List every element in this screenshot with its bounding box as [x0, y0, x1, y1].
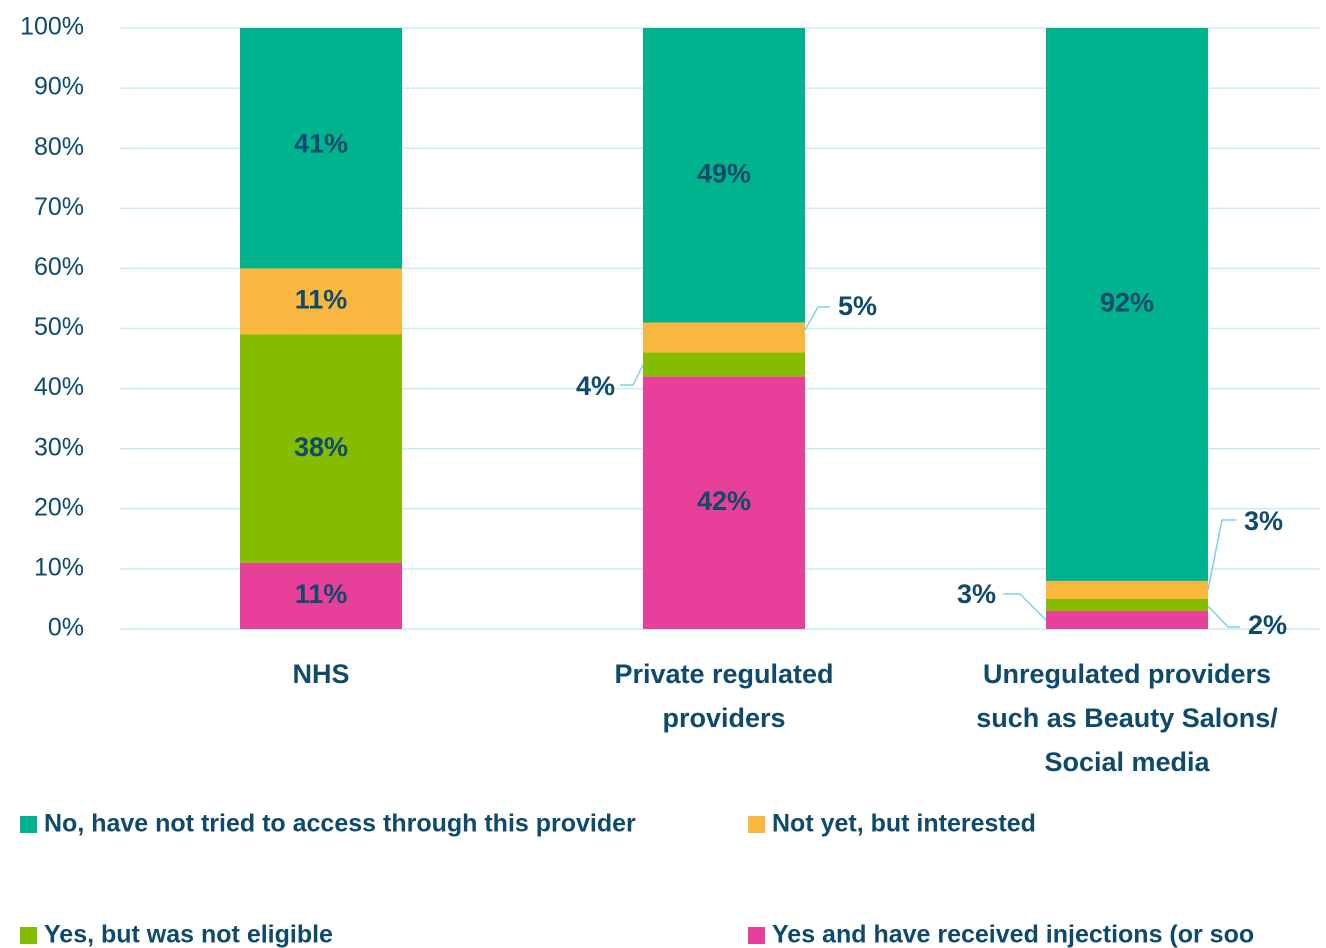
- data-label: 41%: [294, 128, 348, 158]
- data-label: 4%: [576, 371, 615, 401]
- legend-swatch: [20, 816, 37, 833]
- data-label: 3%: [957, 579, 996, 609]
- bar-segment: [643, 322, 805, 353]
- legend-swatch: [20, 927, 37, 944]
- y-tick-label: 20%: [34, 493, 84, 521]
- leader-line: [620, 364, 644, 386]
- bar-segment: [1046, 610, 1208, 629]
- data-label: 11%: [295, 579, 348, 609]
- legend-swatch: [748, 927, 765, 944]
- legend-label: Not yet, but interested: [772, 810, 1036, 838]
- y-tick-label: 10%: [34, 554, 84, 582]
- data-label: 3%: [1244, 506, 1283, 536]
- leader-line: [1207, 519, 1236, 591]
- y-tick-label: 100%: [20, 13, 84, 41]
- x-tick-label: Private regulated: [614, 659, 833, 689]
- bars: [240, 28, 1208, 629]
- data-label: 42%: [697, 486, 751, 516]
- data-label: 38%: [294, 432, 348, 462]
- data-label: 5%: [838, 291, 877, 321]
- bar-segment: [240, 334, 402, 563]
- bar-segment: [240, 562, 402, 629]
- leader-line: [804, 306, 830, 331]
- legend-label: No, have not tried to access through thi…: [44, 810, 636, 838]
- data-label: 2%: [1248, 610, 1287, 640]
- leader-line: [1207, 605, 1240, 628]
- x-tick-label: Social media: [1044, 747, 1210, 777]
- bar-segment: [1046, 580, 1208, 599]
- y-tick-label: 80%: [34, 133, 84, 161]
- legend-label: Yes and have received injections (or soo: [772, 921, 1254, 948]
- y-tick-label: 90%: [34, 73, 84, 101]
- y-tick-label: 30%: [34, 433, 84, 461]
- y-tick-label: 50%: [34, 313, 84, 341]
- bar-segment: [643, 28, 805, 323]
- y-tick-label: 0%: [48, 614, 84, 642]
- bar-segment: [1046, 598, 1208, 611]
- bar-segment: [643, 352, 805, 377]
- legend-label: Yes, but was not eligible: [44, 921, 333, 948]
- x-tick-label: providers: [662, 703, 785, 733]
- data-label: 92%: [1100, 288, 1154, 318]
- y-tick-label: 60%: [34, 253, 84, 281]
- data-label: 49%: [697, 158, 751, 188]
- x-tick-label: Unregulated providers: [983, 659, 1271, 689]
- leader-line: [1003, 593, 1047, 621]
- y-tick-label: 70%: [34, 193, 84, 221]
- x-tick-label: such as Beauty Salons/: [976, 703, 1278, 733]
- bar-segment: [240, 28, 402, 269]
- data-label: 11%: [295, 285, 348, 315]
- bar-segment: [643, 376, 805, 629]
- bar-segment: [240, 268, 402, 335]
- y-tick-label: 40%: [34, 373, 84, 401]
- legend-swatch: [748, 816, 765, 833]
- bar-segment: [1046, 28, 1208, 581]
- x-tick-label: NHS: [292, 659, 349, 689]
